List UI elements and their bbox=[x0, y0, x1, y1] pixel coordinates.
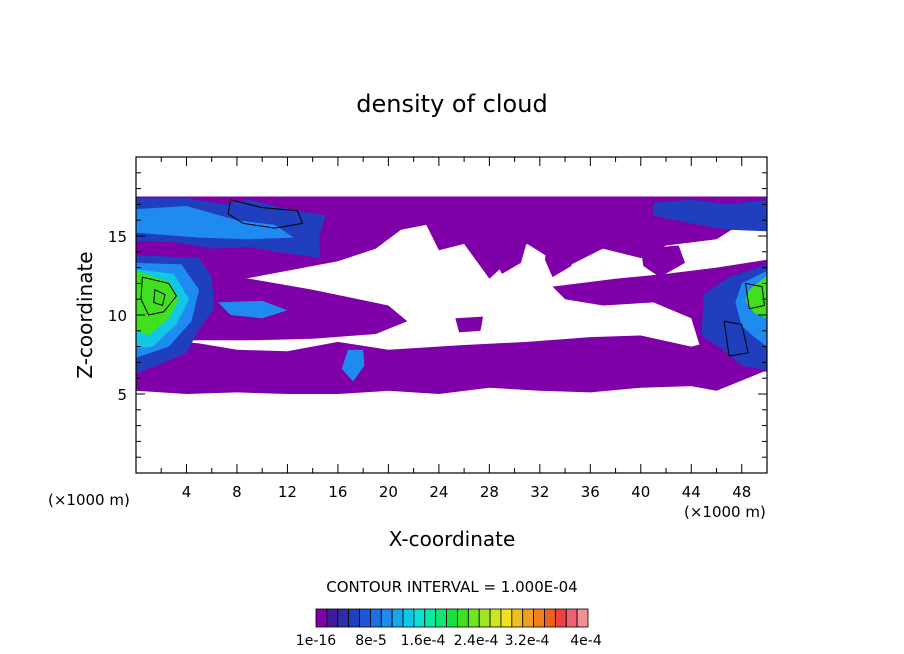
cloud-left-core bbox=[136, 270, 179, 336]
cloud-top-right-blue bbox=[653, 199, 767, 232]
colorbar-labels: 1e-16 8e-5 1.6e-4 2.4e-4 3.2e-4 4e-4 bbox=[296, 633, 602, 649]
x-unit-right: (×1000 m) bbox=[684, 503, 766, 521]
colorbar-label: 1.6e-4 bbox=[401, 633, 446, 649]
x-tick-label: 44 bbox=[682, 483, 701, 501]
colorbar-swatch bbox=[369, 608, 382, 628]
contour-interval-text: CONTOUR INTERVAL = 1.000E-04 bbox=[326, 578, 577, 596]
x-tick-label: 36 bbox=[581, 483, 600, 501]
y-tick-label: 10 bbox=[108, 307, 127, 325]
colorbar-label: 3.2e-4 bbox=[505, 633, 550, 649]
chart-title: density of cloud bbox=[356, 90, 547, 118]
x-unit-left: (×1000 m) bbox=[48, 491, 130, 509]
x-tick-label: 48 bbox=[732, 483, 751, 501]
cloud-density-field bbox=[136, 196, 767, 394]
contour-line bbox=[723, 320, 749, 357]
x-tick-label: 20 bbox=[379, 483, 398, 501]
colorbar-swatch bbox=[467, 608, 480, 628]
colorbar-label: 1e-16 bbox=[296, 633, 336, 649]
colorbar-swatch bbox=[489, 608, 502, 628]
colorbar-swatch bbox=[446, 608, 458, 628]
cloud-top-left-light bbox=[136, 206, 294, 240]
x-axis-label: X-coordinate bbox=[389, 527, 516, 551]
colorbar bbox=[315, 608, 589, 628]
x-tick-label: 4 bbox=[182, 483, 192, 501]
y-tick-label: 5 bbox=[117, 386, 127, 404]
colorbar-swatch bbox=[533, 608, 545, 628]
colorbar-swatch bbox=[457, 608, 469, 628]
x-tick-label: 12 bbox=[278, 483, 297, 501]
colorbar-swatch bbox=[435, 608, 447, 628]
colorbar-swatch bbox=[413, 608, 426, 628]
colorbar-swatch bbox=[544, 608, 556, 628]
x-tick-label: 28 bbox=[480, 483, 499, 501]
colorbar-swatch bbox=[554, 608, 567, 628]
colorbar-swatch bbox=[359, 608, 371, 628]
contour-line bbox=[153, 288, 166, 307]
y-axis: 5 10 15 bbox=[108, 172, 767, 458]
colorbar-swatch bbox=[511, 608, 524, 628]
cloud-patch bbox=[544, 239, 578, 278]
colorbar-swatch bbox=[522, 608, 534, 628]
colorbar-swatch bbox=[315, 608, 328, 628]
cloud-patch bbox=[455, 316, 484, 333]
contour-line bbox=[227, 199, 304, 229]
colorbar-swatch bbox=[402, 608, 415, 628]
y-axis-label: Z-coordinate bbox=[73, 251, 97, 378]
colorbar-swatch bbox=[326, 608, 339, 628]
colorbar-swatch bbox=[391, 608, 404, 628]
cloud-patch bbox=[640, 245, 685, 278]
x-tick-label: 24 bbox=[429, 483, 448, 501]
colorbar-swatch bbox=[478, 608, 491, 628]
x-tick-label: 40 bbox=[631, 483, 650, 501]
cloud-patch bbox=[491, 237, 528, 274]
cloud-lower-band bbox=[136, 335, 767, 394]
x-tick-label: 16 bbox=[328, 483, 347, 501]
x-axis: 4 8 12 16 20 24 28 32 36 40 44 48 bbox=[160, 157, 768, 501]
colorbar-swatch bbox=[348, 608, 360, 628]
y-tick-label: 15 bbox=[108, 228, 127, 246]
colorbar-swatch bbox=[380, 608, 393, 628]
colorbar-swatch bbox=[337, 608, 350, 628]
colorbar-swatch bbox=[565, 608, 578, 628]
colorbar-label: 2.4e-4 bbox=[454, 633, 499, 649]
colorbar-swatch bbox=[424, 608, 437, 628]
cloud-mid-blue-patch bbox=[218, 300, 288, 319]
colorbar-label: 4e-4 bbox=[570, 633, 602, 649]
x-tick-label: 32 bbox=[530, 483, 549, 501]
colorbar-label: 8e-5 bbox=[355, 633, 386, 649]
contour-line bbox=[744, 282, 766, 310]
cloud-mid-blue-patch bbox=[341, 349, 365, 382]
x-tick-label: 8 bbox=[232, 483, 242, 501]
colorbar-swatch bbox=[500, 608, 513, 628]
cloud-patch bbox=[312, 296, 394, 334]
colorbar-swatch bbox=[576, 608, 589, 628]
